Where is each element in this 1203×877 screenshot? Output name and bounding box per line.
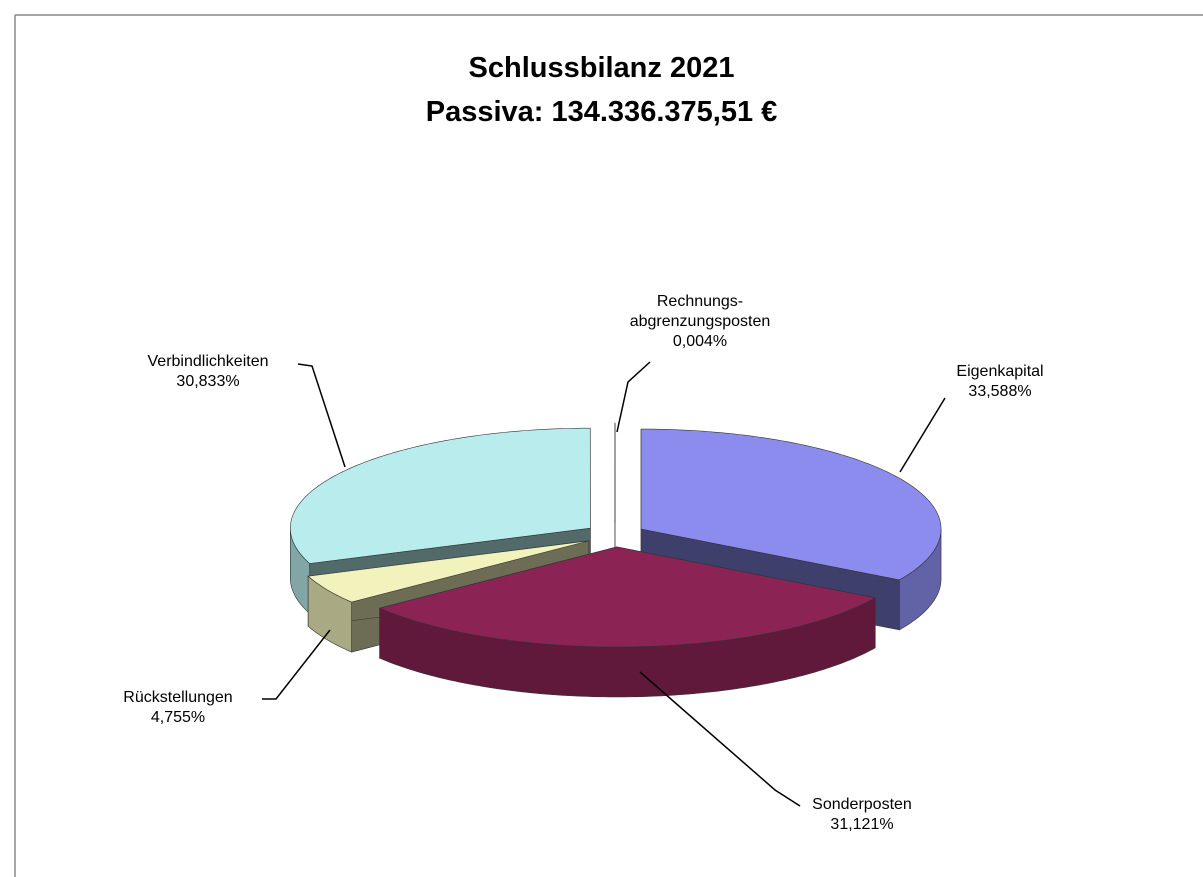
leader-line (616, 361, 651, 433)
slice (378, 546, 877, 648)
data-label: Verbindlichkeiten (147, 353, 269, 370)
data-label: Eigenkapital (956, 363, 1044, 380)
slice (640, 428, 942, 581)
slice (290, 427, 591, 564)
data-label-value: 31,121% (830, 816, 894, 833)
leader-line (899, 397, 946, 473)
data-label-value: 33,588% (968, 383, 1032, 400)
leader-line (262, 629, 331, 700)
data-label: Sonderposten (812, 796, 912, 813)
data-label: Rechnungs- abgrenzungsposten (629, 293, 771, 330)
data-label-value: 4,755% (150, 709, 206, 726)
leader-line (297, 363, 346, 468)
data-label: Rückstellungen (123, 689, 233, 706)
data-label-value: 30,833% (176, 373, 240, 390)
slice (307, 540, 589, 603)
leader-line (639, 671, 801, 807)
data-label-value: 0,004% (672, 333, 728, 350)
chart-subtitle: Passiva: 134.336.375,51 € (425, 96, 778, 128)
chart-title: Schlussbilanz 2021 (468, 52, 735, 84)
